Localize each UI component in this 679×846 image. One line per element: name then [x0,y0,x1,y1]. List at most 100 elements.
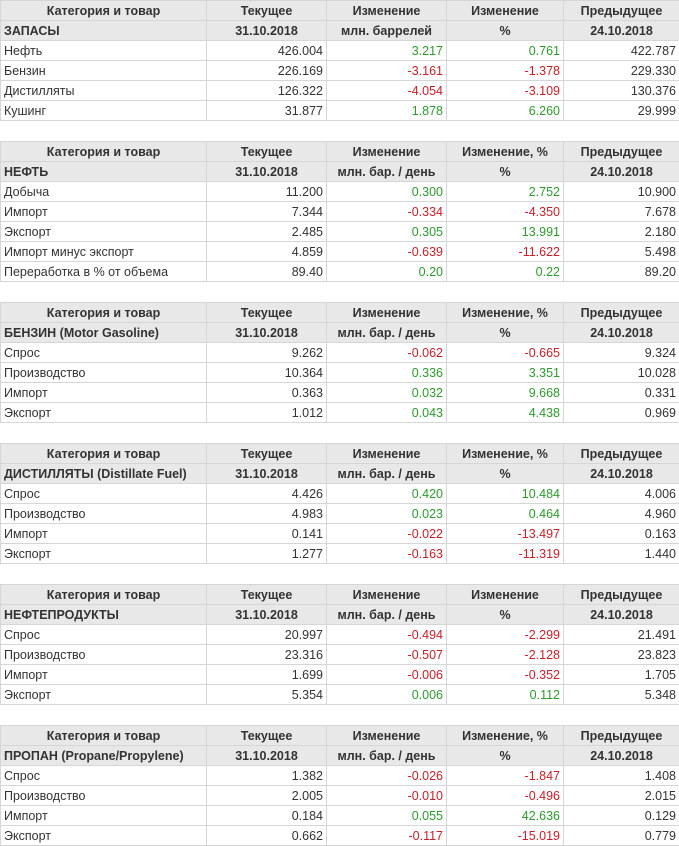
header-row-category: Категория и товар [1,444,207,464]
section-row-previous: 24.10.2018 [564,605,679,625]
section-row-change-percent: % [447,605,564,625]
table-row-change-percent: -1.378 [447,61,564,81]
table-row-change: -0.639 [327,242,447,262]
table-row-change: -0.507 [327,645,447,665]
table-row-change-percent: 4.438 [447,403,564,423]
table-row-current: 5.354 [207,685,327,705]
table-row-current: 7.344 [207,202,327,222]
section-row-current: 31.10.2018 [207,162,327,182]
section-row-category: ПРОПАН (Propane/Propylene) [1,746,207,766]
table-row-previous: 2.015 [564,786,679,806]
table-row-change: 0.032 [327,383,447,403]
table-row-category: Спрос [1,766,207,786]
header-row-category: Категория и товар [1,142,207,162]
header-row-category: Категория и товар [1,726,207,746]
header-row-previous: Предыдущее [564,585,679,605]
table-row-category: Переработка в % от объема [1,262,207,282]
section-row-change-percent: % [447,162,564,182]
table-row-change: -0.022 [327,524,447,544]
header-row-current: Текущее [207,726,327,746]
table-row-current: 4.426 [207,484,327,504]
table-row-category: Нефть [1,41,207,61]
table-row-change-percent: -11.622 [447,242,564,262]
header-row-change: Изменение [327,303,447,323]
table-row-change: 0.20 [327,262,447,282]
table-row-change: -0.006 [327,665,447,685]
section-row-category: НЕФТЬ [1,162,207,182]
table-row-current: 0.363 [207,383,327,403]
table-row-change: -0.163 [327,544,447,564]
table-row-previous: 1.440 [564,544,679,564]
section-row-current: 31.10.2018 [207,464,327,484]
header-row-change: Изменение [327,142,447,162]
table-row-previous: 21.491 [564,625,679,645]
header-row-previous: Предыдущее [564,444,679,464]
table-row-change: -0.062 [327,343,447,363]
section-row-change: млн. бар. / день [327,162,447,182]
header-row-current: Текущее [207,303,327,323]
table-row-previous: 10.028 [564,363,679,383]
table-row-change-percent: 0.112 [447,685,564,705]
table-row-change: 0.043 [327,403,447,423]
table-row-change-percent: 0.22 [447,262,564,282]
section-row-change: млн. бар. / день [327,464,447,484]
table-row-category: Дистилляты [1,81,207,101]
table-row-current: 89.40 [207,262,327,282]
section-row-current: 31.10.2018 [207,605,327,625]
header-row-change: Изменение [327,585,447,605]
table-row-category: Экспорт [1,685,207,705]
section-row-category: НЕФТЕПРОДУКТЫ [1,605,207,625]
table-row-current: 20.997 [207,625,327,645]
table-row-category: Производство [1,363,207,383]
table-row-previous: 29.999 [564,101,679,121]
table-row-change-percent: 3.351 [447,363,564,383]
section-row-change-percent: % [447,464,564,484]
section-row-current: 31.10.2018 [207,746,327,766]
table-row-current: 1.277 [207,544,327,564]
section-row-change-percent: % [447,323,564,343]
section-row-change: млн. бар. / день [327,323,447,343]
table-row-change-percent: 6.260 [447,101,564,121]
table-row-previous: 0.779 [564,826,679,846]
table-row-previous: 9.324 [564,343,679,363]
table-row-category: Спрос [1,484,207,504]
header-row-previous: Предыдущее [564,1,679,21]
table-row-change: 0.336 [327,363,447,383]
table-row-category: Добыча [1,182,207,202]
table-row-previous: 0.969 [564,403,679,423]
table-row-current: 2.005 [207,786,327,806]
table-row-current: 31.877 [207,101,327,121]
table-row-change-percent: -1.847 [447,766,564,786]
table-row-change-percent: 13.991 [447,222,564,242]
table-row-current: 10.364 [207,363,327,383]
header-row-change-percent: Изменение, % [447,726,564,746]
header-row-category: Категория и товар [1,1,207,21]
header-row-change-percent: Изменение, % [447,444,564,464]
table-row-previous: 422.787 [564,41,679,61]
section-row-current: 31.10.2018 [207,21,327,41]
table-row-category: Бензин [1,61,207,81]
table-row-previous: 0.163 [564,524,679,544]
header-row-current: Текущее [207,585,327,605]
table-row-change: 0.305 [327,222,447,242]
table-row-category: Импорт [1,665,207,685]
